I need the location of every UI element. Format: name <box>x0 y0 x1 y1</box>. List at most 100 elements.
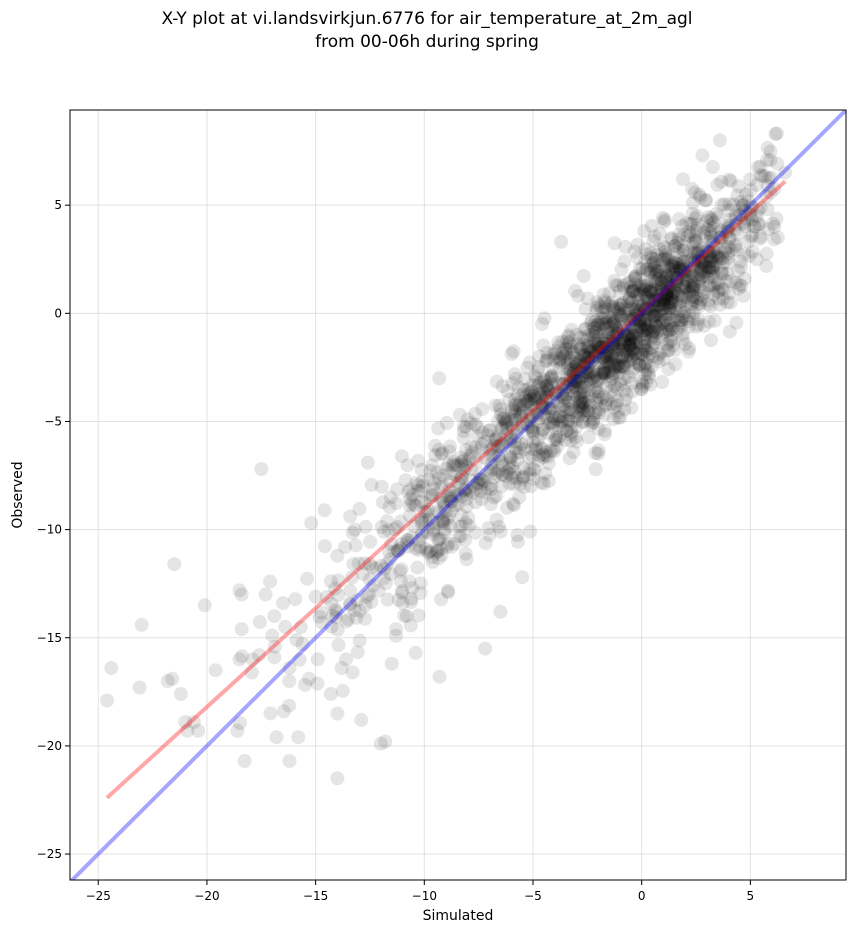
scatter-point <box>453 472 468 487</box>
scatter-point <box>664 322 679 337</box>
scatter-point <box>563 376 578 391</box>
scatter-point <box>503 433 518 448</box>
scatter-point <box>339 652 354 667</box>
scatter-point <box>596 363 611 378</box>
scatter-point <box>331 588 346 603</box>
scatter-point <box>395 596 410 611</box>
scatter-point <box>431 551 446 566</box>
scatter-point <box>638 356 653 371</box>
scatter-point <box>667 313 682 328</box>
scatter-point <box>263 574 277 589</box>
scatter-point <box>550 395 565 410</box>
scatter-point <box>688 229 703 244</box>
scatter-point <box>494 455 509 470</box>
scatter-point <box>634 320 649 335</box>
scatter-point <box>631 357 646 372</box>
scatter-point <box>655 325 669 340</box>
scatter-point <box>692 274 707 289</box>
scatter-point <box>601 309 616 324</box>
scatter-point <box>749 252 764 267</box>
scatter-point <box>600 340 615 355</box>
scatter-point <box>634 298 649 313</box>
scatter-point <box>569 375 584 390</box>
scatter-point <box>603 334 618 349</box>
x-tick-label: −10 <box>412 889 437 903</box>
scatter-point <box>499 414 514 428</box>
scatter-point <box>664 269 679 284</box>
chart-title-line2: from 00-06h during spring <box>315 32 539 52</box>
scatter-point <box>356 566 370 581</box>
scatter-point <box>706 287 721 302</box>
scatter-point <box>478 536 493 551</box>
scatter-point <box>579 403 594 418</box>
scatter-point <box>586 412 601 426</box>
scatter-point <box>381 544 396 559</box>
scatter-point <box>254 462 269 476</box>
scatter-point <box>578 321 593 336</box>
scatter-point <box>675 257 690 272</box>
scatter-point <box>521 382 536 397</box>
scatter-point <box>639 323 654 338</box>
scatter-point <box>414 512 429 527</box>
scatter-point <box>414 462 429 477</box>
scatter-point <box>596 350 611 365</box>
scatter-point <box>489 489 504 504</box>
scatter-point <box>508 398 523 413</box>
scatter-point <box>432 371 447 386</box>
scatter-point <box>662 335 677 349</box>
scatter-point <box>593 367 608 382</box>
scatter-point <box>509 445 524 460</box>
scatter-point <box>715 251 730 265</box>
scatter-point <box>421 502 435 517</box>
scatter-point <box>635 267 649 282</box>
scatter-point <box>405 581 420 596</box>
scatter-point <box>524 392 539 407</box>
scatter-point <box>569 383 584 398</box>
scatter-point <box>681 344 696 359</box>
scatter-point <box>761 222 776 237</box>
scatter-point <box>723 295 738 310</box>
scatter-point <box>342 596 357 611</box>
scatter-point <box>596 325 611 340</box>
scatter-point <box>556 402 571 417</box>
scatter-point <box>713 230 728 245</box>
scatter-point <box>507 434 522 449</box>
scatter-point <box>437 522 452 537</box>
scatter-point <box>506 344 521 359</box>
scatter-point <box>684 273 699 288</box>
chart-title-line1: X-Y plot at vi.landsvirkjun.6776 for air… <box>161 9 693 29</box>
scatter-point <box>508 392 523 407</box>
scatter-point <box>658 278 673 293</box>
scatter-point <box>730 226 745 241</box>
scatter-point <box>623 333 638 347</box>
scatter-point <box>755 169 770 184</box>
scatter-point <box>443 491 458 506</box>
scatter-point <box>679 273 694 288</box>
scatter-point <box>690 297 705 312</box>
scatter-point <box>288 592 303 607</box>
scatter-point <box>410 560 425 575</box>
scatter-point <box>734 194 749 209</box>
scatter-point <box>712 230 727 245</box>
scatter-point <box>409 475 424 490</box>
scatter-point <box>532 411 547 426</box>
scatter-point <box>208 663 223 678</box>
scatter-point <box>565 380 580 395</box>
scatter-point <box>104 661 119 675</box>
scatter-point <box>620 302 635 317</box>
scatter-point <box>721 255 736 270</box>
scatter-point <box>323 574 338 589</box>
scatter-point <box>475 402 490 416</box>
scatter-point <box>282 674 297 689</box>
scatter-point <box>691 299 706 314</box>
scatter-point <box>612 360 627 375</box>
scatter-point <box>558 342 573 356</box>
y-axis-ticks: −25−20−15−10−505 <box>37 198 70 861</box>
scatter-point <box>731 179 746 194</box>
scatter-point <box>566 374 581 389</box>
chart-title: X-Y plot at vi.landsvirkjun.6776 for air… <box>0 8 854 54</box>
scatter-point <box>524 409 539 424</box>
scatter-point <box>389 628 403 643</box>
scatter-point <box>706 264 721 279</box>
scatter-point <box>686 306 701 320</box>
